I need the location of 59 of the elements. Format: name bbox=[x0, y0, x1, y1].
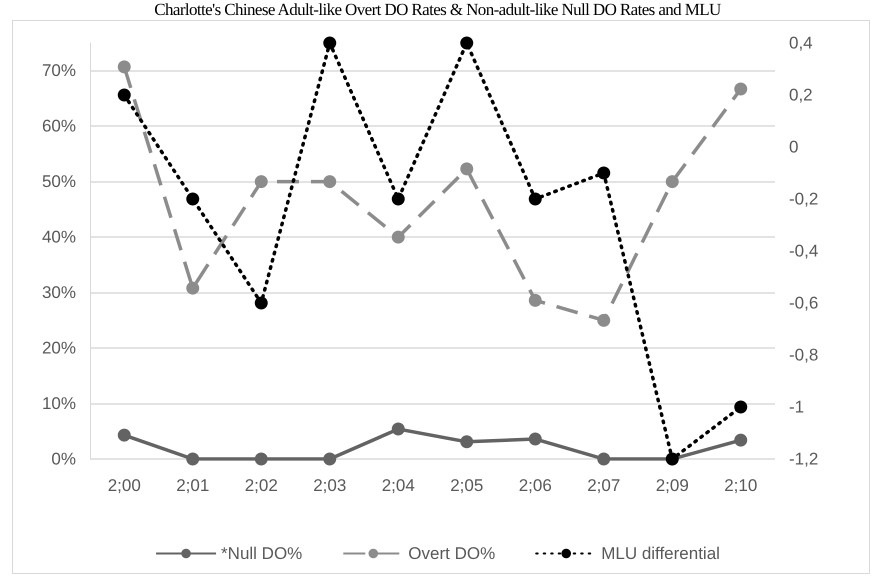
point bbox=[528, 294, 542, 307]
y-tick-label: 40% bbox=[42, 228, 76, 247]
x-tick-label: 2;02 bbox=[244, 476, 278, 495]
point bbox=[597, 166, 610, 180]
y-tick-label: 70% bbox=[42, 61, 76, 80]
x-tick-label: 2;01 bbox=[176, 476, 210, 495]
y-tick-label: 0% bbox=[51, 450, 76, 468]
y-tick-label: 10% bbox=[42, 394, 76, 414]
point bbox=[254, 296, 268, 310]
point bbox=[666, 175, 679, 188]
y2-tick-label: -0,4 bbox=[789, 242, 818, 260]
y-tick-label: 20% bbox=[42, 338, 76, 358]
point bbox=[254, 452, 268, 466]
y2-tick-label: -0,6 bbox=[789, 294, 818, 312]
point bbox=[118, 88, 131, 102]
point bbox=[186, 452, 200, 466]
point bbox=[392, 230, 405, 244]
x-tick-label: 2;06 bbox=[518, 476, 552, 495]
x-tick-label: 2;04 bbox=[382, 476, 415, 495]
point bbox=[528, 192, 542, 206]
point bbox=[323, 452, 336, 466]
point bbox=[323, 175, 336, 188]
point bbox=[528, 432, 542, 446]
point bbox=[118, 428, 131, 442]
point bbox=[186, 192, 200, 206]
y-tick-label: 30% bbox=[42, 283, 76, 302]
y2-tick-label: -1,2 bbox=[789, 450, 818, 468]
point bbox=[734, 82, 748, 96]
y2-tick-label: -0,2 bbox=[789, 190, 818, 208]
point bbox=[186, 282, 200, 295]
point bbox=[118, 60, 131, 74]
point bbox=[597, 452, 610, 466]
legend-label: *Null DO% bbox=[221, 544, 302, 563]
legend-label: Overt DO% bbox=[408, 544, 496, 563]
point bbox=[392, 192, 405, 206]
y2-tick-label: 0,4 bbox=[789, 34, 813, 52]
point bbox=[734, 400, 748, 414]
x-tick-label: 2;10 bbox=[724, 476, 758, 495]
chart-title: Charlotte's Chinese Adult-like Overt DO Rates & Non-adult-like Null DO Rates and MLU bbox=[153, 0, 722, 20]
point bbox=[597, 314, 610, 327]
point bbox=[460, 435, 474, 448]
y2-tick-label: 0,2 bbox=[789, 86, 813, 104]
y2-tick-label: 0 bbox=[789, 138, 798, 156]
point bbox=[460, 36, 474, 50]
x-tick-label: 2;09 bbox=[656, 476, 689, 495]
x-tick-label: 2;00 bbox=[108, 476, 141, 495]
point bbox=[734, 434, 748, 447]
legend-label: MLU differential bbox=[601, 544, 720, 563]
x-tick-label: 2;07 bbox=[587, 476, 620, 495]
point bbox=[460, 162, 474, 176]
x-tick-label: 2;03 bbox=[313, 476, 346, 495]
point bbox=[392, 422, 405, 436]
x-tick-label: 2;05 bbox=[450, 476, 484, 495]
point bbox=[254, 175, 268, 188]
y-tick-label: 50% bbox=[42, 172, 76, 192]
y2-tick-label: -0,8 bbox=[789, 346, 818, 364]
y2-tick-label: -1 bbox=[789, 398, 804, 416]
point bbox=[323, 36, 336, 50]
y-tick-label: 60% bbox=[42, 116, 76, 136]
